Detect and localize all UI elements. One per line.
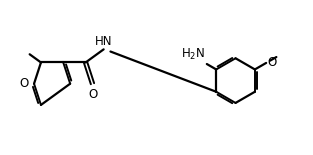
Text: O: O [19,77,28,90]
Text: HN: HN [95,35,112,48]
Text: O: O [89,88,98,101]
Text: H$_2$N: H$_2$N [181,47,205,62]
Text: O: O [268,56,277,69]
